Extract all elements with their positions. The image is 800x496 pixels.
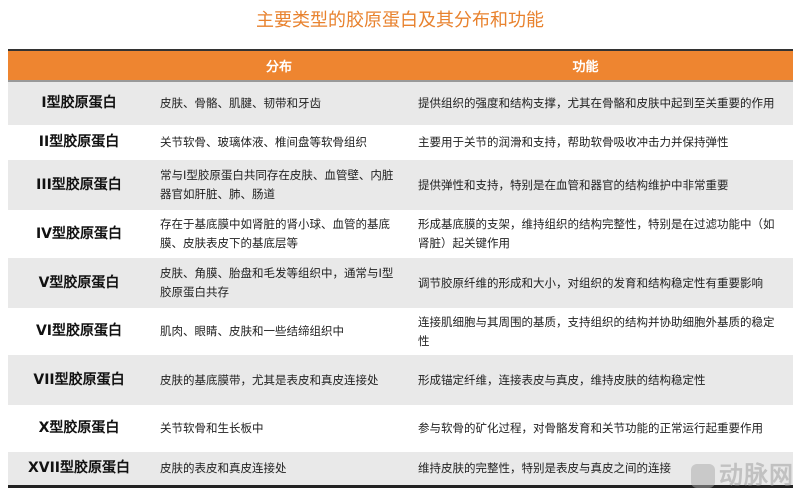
cell-type: VII型胶原蛋白 bbox=[33, 371, 125, 388]
cell-function: 连接肌细胞与其周围的基质，支持组织的结构并协助细胞外基质的稳定性 bbox=[418, 314, 775, 348]
watermark-logo-icon bbox=[691, 464, 715, 488]
cell-type: V型胶原蛋白 bbox=[38, 274, 120, 291]
cell-function: 形成基底膜的支架，维持组织的结构完整性，特别是在过滤功能中（如肾脏）起关键作用 bbox=[418, 217, 775, 250]
cell-distribution: 常与I型胶原蛋白共同存在皮肤、血管壁、内脏器官如肝脏、肺、肠道 bbox=[160, 168, 394, 201]
cell-type: I型胶原蛋白 bbox=[41, 95, 117, 111]
table-row: II型胶原蛋白 关节软骨、玻璃体液、椎间盘等软骨组织 主要用于关节的润滑和支持，帮助… bbox=[8, 125, 793, 160]
cell-distribution: 皮肤的表皮和真皮连接处 bbox=[160, 461, 287, 475]
header-distribution: 分布 bbox=[265, 60, 292, 75]
cell-distribution: 关节软骨、玻璃体液、椎间盘等软骨组织 bbox=[160, 135, 367, 149]
cell-type: II型胶原蛋白 bbox=[38, 134, 120, 150]
cell-distribution: 皮肤、角膜、胎盘和毛发等组织中，通常与I型胶原蛋白共存 bbox=[160, 266, 394, 299]
cell-type: III型胶原蛋白 bbox=[36, 176, 122, 193]
table-row: VII型胶原蛋白 皮肤的基底膜带，尤其是表皮和真皮连接处 形成锚定纤维，连接表皮与真… bbox=[8, 355, 793, 405]
cell-distribution: 关节软骨和生长板中 bbox=[160, 421, 264, 435]
table-row: VI型胶原蛋白 肌肉、眼睛、皮肤和一些结缔组织中 连接肌细胞与其周围的基质，支持组织… bbox=[8, 308, 793, 355]
table-header: 分布 功能 bbox=[8, 51, 793, 82]
cell-function: 提供弹性和支持，特别是在血管和器官的结构维护中非常重要 bbox=[418, 177, 729, 192]
table-row: I型胶原蛋白 皮肤、骨骼、肌腱、韧带和牙齿 提供组织的强度和结构支撑，尤其在骨骼和皮… bbox=[8, 82, 793, 125]
table-row: XVII型胶原蛋白 皮肤的表皮和真皮连接处 维持皮肤的完整性，特别是表皮与真皮之间的… bbox=[8, 452, 793, 485]
cell-distribution: 肌肉、眼睛、皮肤和一些结缔组织中 bbox=[160, 324, 344, 338]
watermark-text: 动脉网 bbox=[719, 461, 794, 489]
cell-type: IV型胶原蛋白 bbox=[35, 225, 123, 242]
cell-function: 维持皮肤的完整性，特别是表皮与真皮之间的连接 bbox=[418, 461, 671, 475]
watermark: 动脉网 bbox=[691, 455, 794, 490]
collagen-table: 分布 功能 I型胶原蛋白 皮肤、骨骼、肌腱、韧带和牙齿 提供组织的强度和结构支撑，尤… bbox=[8, 49, 793, 488]
table-row: III型胶原蛋白 常与I型胶原蛋白共同存在皮肤、血管壁、内脏器官如肝脏、肺、肠道 提… bbox=[8, 160, 793, 210]
cell-function: 调节胶原纤维的形成和大小，对组织的发育和结构稳定性有重要影响 bbox=[418, 275, 763, 290]
page-title: 主要类型的胶原蛋白及其分布和功能 bbox=[256, 10, 544, 31]
cell-distribution: 皮肤的基底膜带，尤其是表皮和真皮连接处 bbox=[160, 372, 379, 387]
header-function: 功能 bbox=[572, 60, 599, 75]
cell-distribution: 存在于基底膜中如肾脏的肾小球、血管的基底膜、皮肤表皮下的基底层等 bbox=[160, 217, 390, 250]
cell-function: 提供组织的强度和结构支撑，尤其在骨骼和皮肤中起到至关重要的作用 bbox=[418, 96, 775, 110]
cell-function: 形成锚定纤维，连接表皮与真皮，维持皮肤的结构稳定性 bbox=[418, 372, 706, 387]
cell-type: VI型胶原蛋白 bbox=[35, 323, 123, 339]
table-row: IV型胶原蛋白 存在于基底膜中如肾脏的肾小球、血管的基底膜、皮肤表皮下的基底层等形… bbox=[8, 210, 793, 258]
cell-type: X型胶原蛋白 bbox=[38, 420, 120, 436]
cell-type: XVII型胶原蛋白 bbox=[27, 460, 131, 476]
table-row: V型胶原蛋白 皮肤、角膜、胎盘和毛发等组织中，通常与I型胶原蛋白共存 调节胶原纤维的… bbox=[8, 258, 793, 308]
table-row: X型胶原蛋白 关节软骨和生长板中 参与软骨的矿化过程，对骨骼发育和关节功能的正常运行… bbox=[8, 405, 793, 452]
cell-function: 主要用于关节的润滑和支持，帮助软骨吸收冲击力并保持弹性 bbox=[418, 135, 729, 149]
cell-function: 参与软骨的矿化过程，对骨骼发育和关节功能的正常运行起重要作用 bbox=[418, 421, 763, 435]
cell-distribution: 皮肤、骨骼、肌腱、韧带和牙齿 bbox=[160, 96, 321, 110]
